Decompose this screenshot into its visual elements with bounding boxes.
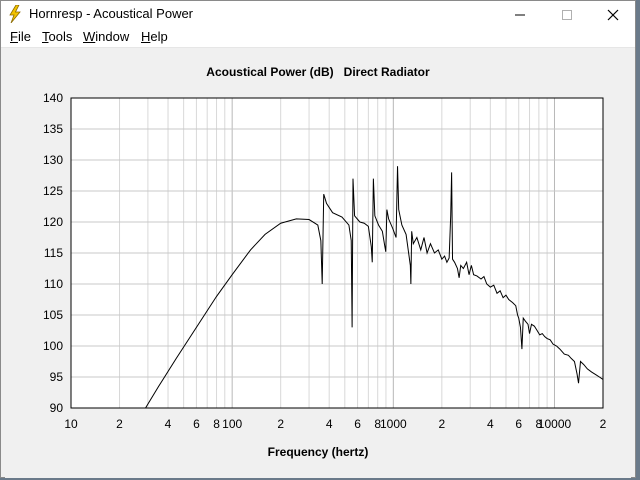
x-tick-label: 100: [222, 417, 242, 431]
x-tick-label: 10: [64, 417, 78, 431]
y-tick-label: 90: [50, 401, 64, 415]
y-tick-label: 120: [43, 215, 63, 229]
title-bar[interactable]: Hornresp - Acoustical Power: [1, 1, 635, 27]
y-tick-label: 140: [43, 91, 63, 105]
y-tick-label: 105: [43, 308, 63, 322]
y-tick-label: 135: [43, 122, 63, 136]
y-tick-label: 110: [44, 277, 63, 291]
x-tick-label: 8: [213, 417, 220, 431]
x-tick-label: 6: [354, 417, 361, 431]
x-tick-label: 2: [116, 417, 123, 431]
x-tick-label: 8: [536, 417, 543, 431]
chart-title: Acoustical Power (dB) Direct Radiator: [206, 65, 430, 79]
series-line: [145, 166, 603, 408]
plot-frame: [70, 97, 604, 409]
x-tick-label: 6: [193, 417, 200, 431]
close-icon: [607, 9, 619, 21]
x-tick-label: 1000: [380, 417, 407, 431]
maximize-icon: [562, 10, 572, 21]
minimize-icon: [515, 14, 525, 16]
x-tick-label: 2: [277, 417, 284, 431]
x-tick-label: 2: [600, 417, 607, 431]
chart-panel: Acoustical Power (dB) Direct Radiator 90…: [5, 48, 631, 478]
maximize-button[interactable]: [544, 1, 590, 27]
y-tick-label: 95: [50, 370, 64, 384]
x-axis-label: Frequency (hertz): [267, 445, 369, 459]
menu-file[interactable]: File: [10, 29, 31, 44]
menu-bar: File Tools Window Help: [1, 27, 635, 48]
x-tick-label: 8: [374, 417, 381, 431]
x-tick-label: 4: [487, 417, 494, 431]
menu-tools[interactable]: Tools: [42, 29, 73, 44]
y-tick-label: 130: [43, 153, 63, 167]
menu-help[interactable]: Help: [141, 29, 168, 44]
y-tick-label: 115: [44, 246, 63, 260]
y-tick-label: 125: [43, 184, 63, 198]
lightning-bolt-icon: [9, 5, 21, 23]
window-title: Hornresp - Acoustical Power: [29, 6, 194, 21]
x-tick-label: 6: [515, 417, 522, 431]
x-tick-label: 10000: [538, 417, 572, 431]
menu-window[interactable]: Window: [83, 29, 130, 44]
close-button[interactable]: [590, 1, 636, 27]
y-tick-label: 100: [43, 339, 63, 353]
x-tick-label: 2: [438, 417, 445, 431]
x-tick-label: 4: [326, 417, 333, 431]
x-tick-label: 4: [165, 417, 172, 431]
minimize-button[interactable]: [497, 1, 543, 27]
